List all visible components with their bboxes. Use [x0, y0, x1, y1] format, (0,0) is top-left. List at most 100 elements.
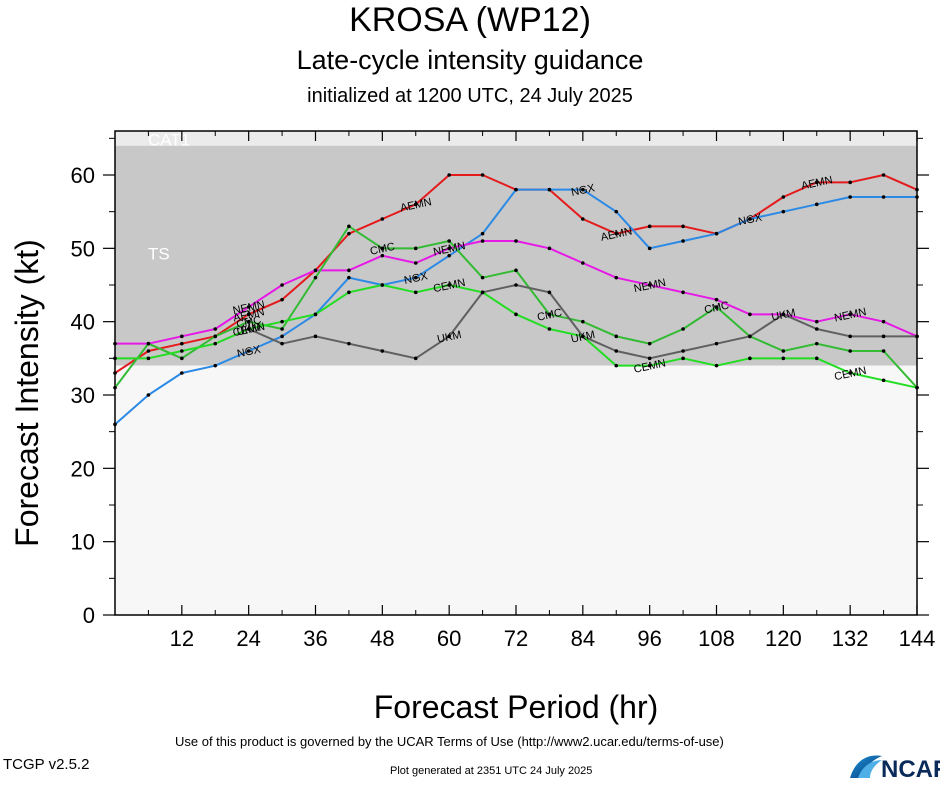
data-point-aemn [915, 187, 919, 192]
data-point-cemn [547, 327, 552, 331]
data-point-cemn [146, 356, 151, 361]
data-point-ngx [480, 231, 485, 236]
data-point-aemn [347, 231, 351, 236]
data-point-aemn [113, 371, 117, 375]
data-point-cemn [380, 283, 385, 287]
data-point-ukm [313, 334, 318, 339]
data-point-nemn [280, 283, 284, 287]
data-point-aemn [413, 202, 418, 207]
data-point-cemn [681, 356, 685, 361]
data-point-aemn [146, 349, 151, 353]
series-label-cmc: CMC [703, 299, 730, 316]
data-point-cemn [748, 356, 752, 361]
data-point-cmc [714, 305, 719, 309]
data-point-nemn [246, 305, 251, 309]
data-point-cmc [814, 341, 819, 346]
x-tick-label: 72 [504, 626, 528, 651]
data-point-cemn [413, 290, 418, 295]
data-point-cemn [881, 378, 886, 383]
data-point-aemn [614, 231, 619, 236]
data-point-aemn [848, 180, 852, 185]
data-point-nemn [848, 312, 852, 317]
data-point-aemn [380, 217, 385, 221]
data-point-cmc [514, 268, 518, 273]
data-point-ukm [347, 341, 351, 346]
data-point-cmc [781, 349, 786, 353]
series-label-ukm: UKM [570, 329, 596, 346]
data-point-cemn [781, 356, 786, 361]
data-point-cemn [514, 312, 518, 317]
generated-time: Plot generated at 2351 UTC 24 July 2025 [390, 765, 593, 777]
data-point-nemn [447, 246, 451, 251]
x-tick-label: 24 [236, 626, 260, 651]
x-tick-label: 120 [765, 626, 802, 651]
data-point-ngx [748, 217, 752, 221]
x-tick-label: 96 [637, 626, 661, 651]
data-point-cmc [113, 385, 117, 390]
data-point-ngx [547, 187, 552, 192]
ncar-logo: NCAR [848, 752, 940, 783]
data-point-ukm [514, 283, 518, 287]
ncar-logo-icon: NCAR [850, 755, 940, 783]
data-point-aemn [881, 173, 886, 177]
series-label-ngx: NGX [737, 211, 763, 228]
data-point-nemn [113, 341, 117, 346]
data-point-nemn [581, 261, 585, 265]
data-point-ngx [614, 209, 619, 214]
data-point-ukm [814, 327, 819, 331]
version-label: TCGP v2.5.2 [3, 756, 90, 773]
data-point-aemn [480, 173, 485, 177]
data-point-ngx [714, 231, 719, 236]
data-point-cmc [146, 341, 151, 346]
data-point-ngx [814, 202, 819, 207]
data-point-nemn [814, 319, 819, 324]
data-point-ngx [514, 187, 518, 192]
y-tick-label: 20 [71, 456, 95, 481]
data-point-cemn [714, 363, 719, 368]
data-point-cmc [614, 334, 619, 339]
data-point-aemn [246, 312, 251, 317]
data-point-ngx [781, 209, 786, 214]
data-point-cemn [313, 312, 318, 317]
series-label-cmc: CMC [536, 307, 563, 324]
data-point-ngx [113, 422, 117, 427]
data-point-nemn [881, 319, 886, 324]
x-tick-label: 60 [437, 626, 461, 651]
data-point-cemn [246, 327, 251, 331]
data-point-cemn [180, 349, 184, 353]
band-label-ts: TS [148, 244, 170, 263]
band-below-ts [115, 365, 917, 615]
series-label-cmc: CMC [235, 314, 262, 331]
data-point-ngx [413, 275, 418, 280]
data-point-nemn [681, 290, 685, 295]
data-point-ngx [146, 393, 151, 397]
series-label-ukm: UKM [236, 322, 262, 339]
data-point-ukm [413, 356, 418, 361]
data-point-cmc [848, 349, 852, 353]
data-point-cmc [347, 224, 351, 229]
terms-of-use: Use of this product is governed by the U… [175, 734, 724, 749]
data-point-cmc [447, 239, 451, 243]
x-tick-label: 144 [899, 626, 936, 651]
data-point-nemn [380, 253, 385, 258]
y-tick-label: 60 [71, 163, 95, 188]
data-point-aemn [681, 224, 685, 229]
series-label-ukm: UKM [770, 307, 796, 324]
data-point-aemn [814, 180, 819, 185]
series-label-ngx: NGX [570, 182, 596, 199]
x-axis-title: Forecast Period (hr) [374, 689, 659, 725]
data-point-cemn [915, 385, 919, 390]
chart-title: KROSA (WP12) [349, 1, 591, 39]
data-point-cmc [581, 319, 585, 324]
data-point-nemn [514, 239, 518, 243]
data-point-ukm [447, 334, 451, 339]
data-point-nemn [213, 327, 218, 331]
data-point-cmc [213, 334, 218, 339]
x-tick-label: 84 [571, 626, 595, 651]
y-tick-label: 50 [71, 236, 95, 261]
data-point-aemn [647, 224, 652, 229]
y-tick-label: 10 [71, 530, 95, 555]
x-tick-label: 108 [698, 626, 735, 651]
data-point-ukm [380, 349, 385, 353]
